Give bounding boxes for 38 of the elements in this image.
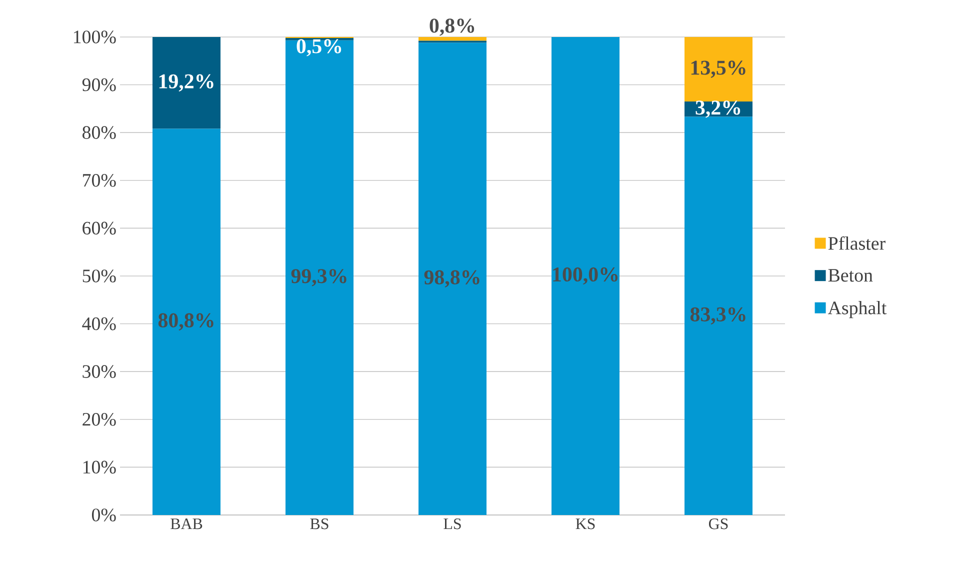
bar (418, 36, 487, 41)
bar (286, 38, 354, 40)
y-tick-label: 60% (82, 222, 116, 235)
y-tick-label: 50% (82, 270, 116, 282)
y-tick-label: 20% (82, 412, 116, 426)
y-tick-label: 70% (83, 174, 116, 187)
legend-label: Asphalt (828, 301, 887, 318)
y-tick-label: 10% (83, 460, 116, 474)
y-tick-label: 30% (82, 365, 116, 378)
y-tick-label: 40% (82, 317, 116, 330)
data-label: 100,0% (553, 267, 618, 285)
data-label: 13,5% (691, 60, 746, 78)
x-tick-label: LS (444, 518, 461, 530)
data-label: 98,8% (424, 270, 480, 288)
x-tick-label: GS (708, 518, 728, 530)
bar (286, 40, 354, 515)
bar (152, 36, 221, 129)
y-tick-label: 80% (82, 126, 116, 140)
data-label: 99,3% (291, 269, 346, 286)
legend-label: Pflaster (828, 236, 886, 250)
x-tick-label: KS (576, 518, 595, 530)
data-label: 19,2% (159, 74, 214, 92)
y-tick-label: 90% (82, 78, 116, 92)
data-label: 0,8% (430, 18, 474, 36)
x-tick-label: BAB (170, 518, 202, 530)
data-label: 3,2% (696, 100, 740, 118)
y-tick-label: 100% (74, 30, 116, 44)
bar (418, 42, 487, 515)
data-label: 0,5% (296, 39, 342, 56)
bar (152, 128, 221, 515)
bar (552, 36, 620, 515)
x-tick-label: BS (310, 518, 328, 530)
data-label: 80,8% (158, 313, 214, 330)
legend-label: Beton (828, 269, 873, 282)
bar (684, 116, 753, 515)
y-tick-label: 0% (92, 508, 116, 522)
bar (684, 36, 753, 102)
data-label: 83,3% (690, 307, 746, 324)
